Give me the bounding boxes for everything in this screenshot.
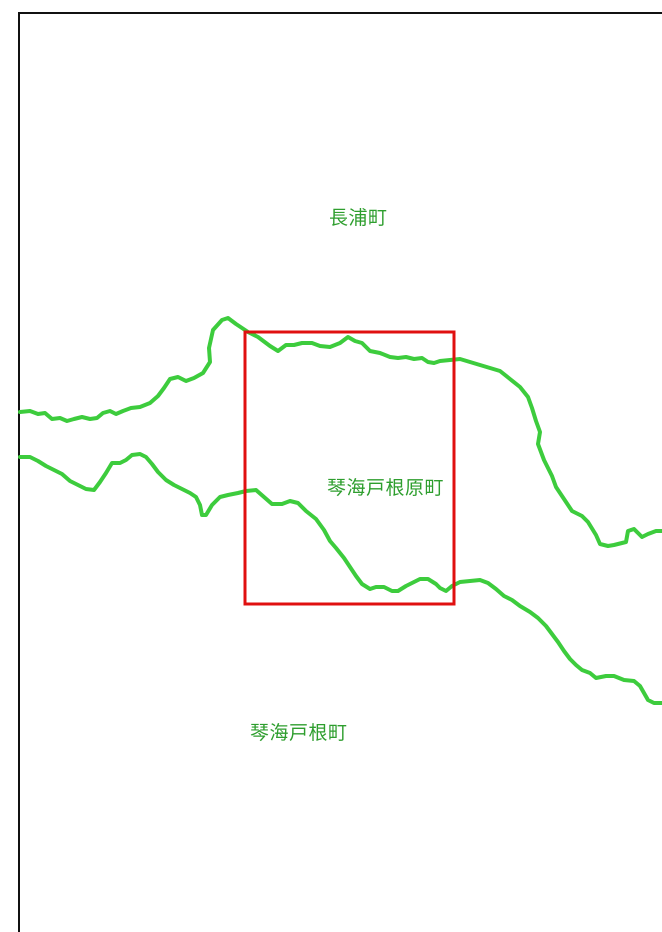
boundary-line-lower <box>18 452 662 705</box>
boundary-line-upper <box>18 316 662 548</box>
place-label-nagaura: 長浦町 <box>329 207 388 229</box>
map-frame <box>18 12 662 932</box>
highlight-box <box>243 330 456 606</box>
place-label-kotomi-tonebaru: 琴海戸根原町 <box>327 477 445 499</box>
place-label-kotomi-tone: 琴海戸根町 <box>250 722 348 744</box>
